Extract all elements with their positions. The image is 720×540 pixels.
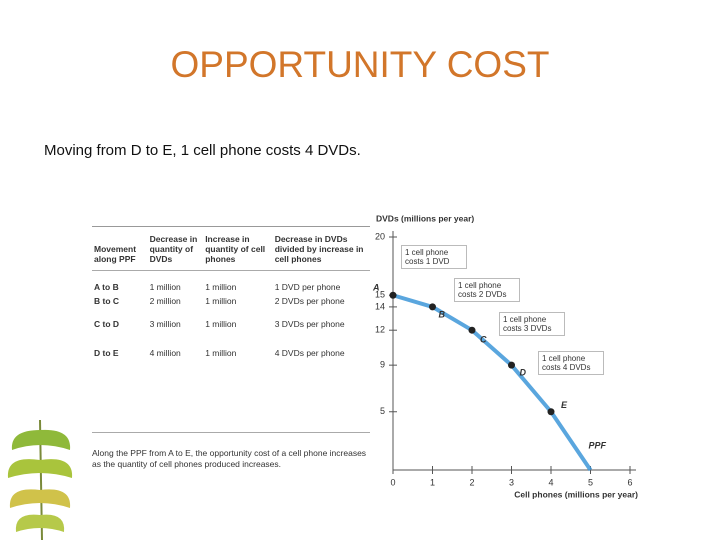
x-tick-label: 5 xyxy=(588,477,593,487)
header-cell: Decrease in quantity of DVDs xyxy=(147,227,204,272)
cell: 3 DVDs per phone xyxy=(274,319,345,330)
cell: 3 million xyxy=(149,319,181,330)
ginkgo-decoration xyxy=(7,419,73,540)
table-row: A to B 1 million 1 million 1 DVD per phone xyxy=(92,271,370,295)
point-label: B xyxy=(439,309,446,319)
x-tick-label: 3 xyxy=(509,477,514,487)
point-label: C xyxy=(480,335,487,345)
point xyxy=(429,303,436,311)
x-tick-label: 4 xyxy=(548,477,553,487)
point-label: A xyxy=(372,283,380,293)
cell: C to D xyxy=(94,319,120,330)
cell: 1 million xyxy=(205,282,237,293)
header-cell: Increase in quantity of cell phones xyxy=(203,227,273,272)
x-tick-label: 2 xyxy=(469,477,474,487)
cell: B to C xyxy=(94,296,120,307)
cell: 1 million xyxy=(205,348,237,359)
slide-subtitle: Moving from D to E, 1 cell phone costs 4… xyxy=(44,142,361,159)
cell: 2 million xyxy=(149,296,181,307)
cell: 1 DVD per phone xyxy=(274,282,341,293)
x-tick-label: 1 xyxy=(430,477,435,487)
table-row: D to E 4 million 1 million 4 DVDs per phone xyxy=(92,331,370,360)
point xyxy=(547,408,555,416)
point-label: E xyxy=(561,400,568,410)
cell: 1 million xyxy=(149,282,181,293)
table-caption: Along the PPF from A to E, the opportuni… xyxy=(92,432,370,470)
x-tick-label: 6 xyxy=(627,477,632,487)
table: Movement along PPF Decrease in quantity … xyxy=(92,226,370,360)
ppf-curve xyxy=(392,293,593,472)
point xyxy=(389,291,397,299)
leaf xyxy=(9,489,71,508)
point xyxy=(508,361,515,369)
cell: 1 million xyxy=(205,319,237,330)
point-label: D xyxy=(520,368,527,378)
cell: D to E xyxy=(94,348,119,359)
table-row: B to C 2 million 1 million 2 DVDs per phone xyxy=(92,294,370,308)
cell: 2 DVDs per phone xyxy=(274,296,345,307)
cell: 4 million xyxy=(149,348,181,359)
header-cell: Decrease in DVDs divided by increase in … xyxy=(272,227,370,272)
slide-title: OPPORTUNITY COST xyxy=(170,44,550,85)
table-header: Movement along PPF Decrease in quantity … xyxy=(92,227,370,272)
series-label: PPF xyxy=(589,440,607,450)
point xyxy=(468,326,476,334)
y-tick-label: 14 xyxy=(375,301,385,311)
x-axis-label: Cell phones (millions per year) xyxy=(514,489,638,499)
annotation: 1 cell phone costs 2 DVDs xyxy=(454,278,520,303)
y-axis-label: DVDs (millions per year) xyxy=(376,213,474,223)
y-tick-label: 9 xyxy=(380,360,385,370)
annotation: 1 cell phone costs 4 DVDs xyxy=(538,351,604,376)
leaf xyxy=(7,459,73,478)
header-cell: Movement along PPF xyxy=(92,227,148,272)
y-tick-label: 12 xyxy=(375,325,385,335)
cell: A to B xyxy=(94,282,119,293)
table-row: C to D 3 million 1 million 3 DVDs per phone xyxy=(92,308,370,331)
annotation: 1 cell phone costs 1 DVD xyxy=(401,245,467,270)
annotation: 1 cell phone costs 3 DVDs xyxy=(499,312,565,337)
table-grid: Movement along PPF Decrease in quantity … xyxy=(92,227,370,360)
leaf xyxy=(11,429,71,450)
y-tick-label: 20 xyxy=(375,231,385,241)
leaf xyxy=(15,514,65,532)
cell: 4 DVDs per phone xyxy=(274,348,345,359)
y-tick-label: 15 xyxy=(375,290,385,300)
y-tick-label: 5 xyxy=(380,406,385,416)
x-tick-label: 0 xyxy=(390,477,395,487)
cell: 1 million xyxy=(205,296,237,307)
